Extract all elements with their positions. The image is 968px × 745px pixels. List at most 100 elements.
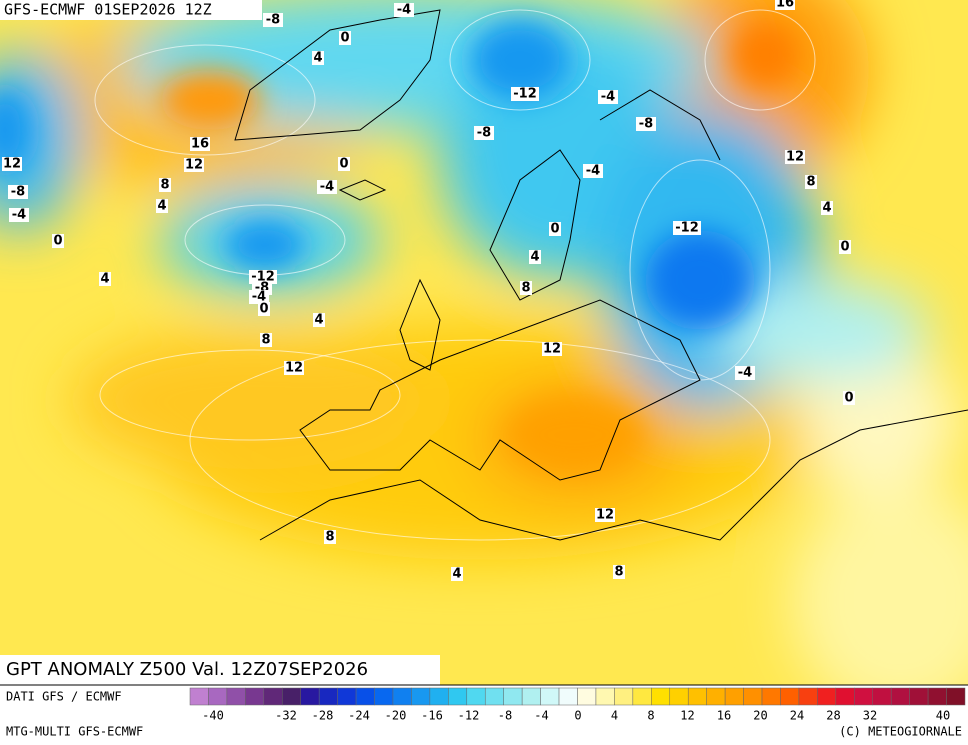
contour-label: 0 [340, 31, 349, 46]
contour-label: 0 [844, 391, 853, 406]
colorbar-label: 16 [717, 709, 731, 723]
contour-label: 12 [543, 342, 561, 357]
colorbar: -40 -32 -28 -24 -20 -16 -12 -8 -4 0 4 8 12 16 20 24 28 32… [189, 687, 966, 723]
contour-label: 16 [776, 0, 794, 11]
colorbar-swatch [595, 687, 615, 706]
contour-label: 0 [550, 222, 559, 237]
contour-label: 0 [53, 234, 62, 249]
colorbar-swatch [392, 687, 412, 706]
colorbar-swatch [282, 687, 301, 706]
contour-label-bg [184, 158, 204, 172]
colorbar-label: 32 [863, 709, 877, 723]
contour-label-bg [324, 530, 336, 544]
contour-label: -12 [513, 87, 537, 102]
contour-label-bg [451, 567, 463, 581]
contour-label: 8 [261, 333, 270, 348]
contour-label-bg [474, 126, 494, 140]
contour-label-bg [843, 391, 855, 405]
contour-label-bg [775, 0, 795, 10]
contour-label: 4 [313, 51, 322, 66]
header-box [0, 0, 262, 20]
contour-label-bg [8, 185, 28, 199]
colorbar-label: -16 [421, 709, 443, 723]
colorbar-swatch [909, 687, 929, 706]
colorbar-swatch [208, 687, 228, 706]
contour-label-bg [520, 281, 532, 295]
colorbar-label: 24 [790, 709, 804, 723]
contour-label-bg [258, 302, 270, 316]
contour-label: -12 [251, 270, 275, 285]
colorbar-swatch [669, 687, 689, 706]
colorbar-swatch [448, 687, 468, 706]
contour-label-bg [317, 180, 337, 194]
contour-label: -4 [586, 164, 600, 179]
contour-label: 0 [339, 157, 348, 172]
colorbar-swatch [706, 687, 726, 706]
contour-label-bg [156, 199, 168, 213]
contour-label: 0 [259, 302, 268, 317]
contour-label: 4 [157, 199, 166, 214]
colorbar-label: -8 [498, 709, 512, 723]
colorbar-swatch [687, 687, 707, 706]
contour-label-bg [595, 508, 615, 522]
colorbar-label: 8 [647, 709, 654, 723]
contour-label: -4 [252, 290, 266, 305]
contour-label: -4 [397, 3, 411, 18]
contour-label-bg [598, 90, 618, 104]
colorbar-label: 40 [936, 709, 950, 723]
footer-title-box [0, 655, 440, 685]
colorbar-label: 28 [826, 709, 840, 723]
contour-label-bg [839, 240, 851, 254]
colorbar-swatch [743, 687, 763, 706]
colorbar-label: 4 [611, 709, 618, 723]
contour-label: 4 [314, 313, 323, 328]
colorbar-swatch [651, 687, 671, 706]
colorbar-label: -28 [312, 709, 334, 723]
colorbar-swatch [374, 687, 394, 706]
colorbar-swatch [614, 687, 634, 706]
colorbar-swatch [798, 687, 818, 706]
contour-label-bg [249, 290, 269, 304]
colorbar-label: 0 [574, 709, 581, 723]
contour-label: 8 [325, 530, 334, 545]
colorbar-swatch [558, 687, 578, 706]
colorbar-swatch [540, 687, 560, 706]
colorbar-swatch [632, 687, 652, 706]
colorbar-swatch [761, 687, 781, 706]
contour-label: 0 [840, 240, 849, 255]
contour-label: 4 [530, 250, 539, 265]
contour-label-bg [249, 270, 277, 284]
colorbar-swatch [226, 687, 246, 706]
contour-label-bg [673, 221, 701, 235]
coastlines [234, 9, 968, 541]
colorbar-swatch [854, 687, 873, 706]
contour-label: -8 [477, 126, 491, 141]
colorbar-swatch [817, 687, 837, 706]
contour-label-bg [339, 31, 351, 45]
contour-label-bg [542, 342, 562, 356]
colorbar-label: -24 [348, 709, 370, 723]
contour-label-bg [9, 208, 29, 222]
contour-label: 8 [806, 175, 815, 190]
contour-label-bg [529, 250, 541, 264]
contour-label: 12 [786, 150, 804, 165]
contour-label-bg [99, 272, 111, 286]
contour-label: -8 [639, 117, 653, 132]
model: MTG-MULTI GFS-ECMWF [6, 725, 143, 739]
contour-label: 8 [160, 178, 169, 193]
contour-label-bg [313, 313, 325, 327]
contour-label-bg [260, 333, 272, 347]
contour-label-bg [159, 178, 171, 192]
colorbar-swatch [189, 687, 209, 706]
footer-title: GPT ANOMALY Z500 Val. 12Z07SEP2026 [6, 659, 368, 680]
contour-label: -4 [320, 180, 334, 195]
contour-label: -8 [266, 13, 280, 28]
contour-label-bg [2, 157, 22, 171]
source: DATI GFS / ECMWF [6, 690, 122, 704]
contour-label-bg [785, 150, 805, 164]
colorbar-swatch [245, 687, 265, 706]
contour-label: 12 [285, 361, 303, 376]
contour-label: 12 [3, 157, 21, 172]
contour-label: 4 [100, 272, 109, 287]
